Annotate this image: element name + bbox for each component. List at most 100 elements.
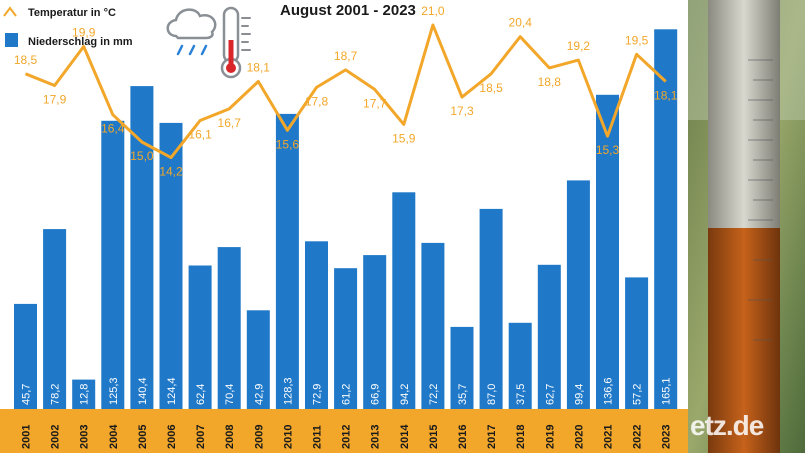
temperature-label-2022: 19,5	[625, 33, 649, 47]
bar-value-label-2009: 42,9	[253, 384, 265, 405]
bar-2008	[217, 247, 241, 409]
bar-value-label-2021: 136,6	[603, 377, 615, 405]
year-label-2017: 2017	[486, 425, 498, 449]
bar-2017	[479, 208, 503, 409]
bar-2002	[43, 229, 67, 409]
bar-value-label-2017: 87,0	[486, 384, 498, 405]
bar-value-label-2023: 165,1	[661, 377, 673, 405]
year-label-2012: 2012	[341, 425, 353, 449]
temperature-label-2008: 16,7	[218, 116, 242, 130]
year-label-2020: 2020	[573, 425, 585, 449]
year-label-2023: 2023	[661, 425, 673, 449]
bar-value-label-2020: 99,4	[573, 384, 585, 405]
bar-2019	[537, 264, 561, 409]
year-label-2022: 2022	[632, 425, 644, 449]
temperature-label-2019: 18,8	[538, 75, 562, 89]
bar-2005	[130, 86, 154, 409]
bar-2013	[363, 255, 387, 409]
bars-group	[14, 29, 678, 410]
temperature-label-2005: 15,0	[130, 149, 154, 163]
temperature-label-2006: 14,2	[159, 165, 183, 179]
bar-value-label-2012: 61,2	[341, 384, 353, 405]
year-label-2004: 2004	[108, 424, 120, 449]
temperature-label-2001: 18,5	[14, 53, 38, 67]
year-label-2006: 2006	[166, 425, 178, 449]
bar-value-label-2002: 78,2	[50, 384, 62, 405]
year-label-2009: 2009	[253, 425, 265, 449]
year-label-2005: 2005	[137, 425, 149, 449]
temperature-label-2010: 15,6	[276, 137, 300, 151]
legend-precipitation-swatch	[5, 33, 18, 47]
bar-2015	[421, 242, 445, 409]
legend-temperature-label: Temperatur in °C	[28, 7, 116, 19]
temperature-label-2011: 17,8	[305, 94, 329, 108]
year-label-2013: 2013	[370, 425, 382, 449]
temperature-label-2023: 18,1	[654, 89, 678, 103]
temperature-label-2002: 17,9	[43, 93, 67, 107]
bar-2007	[188, 265, 212, 409]
legend: Temperatur in °C Niederschlag in mm	[3, 6, 133, 48]
year-label-2008: 2008	[224, 425, 236, 449]
bar-value-label-2006: 124,4	[166, 377, 178, 405]
temperature-label-2003: 19,9	[72, 26, 96, 40]
year-label-2001: 2001	[21, 425, 33, 449]
weather-cloud-rain-icon	[166, 8, 217, 56]
bar-value-label-2016: 35,7	[457, 384, 469, 405]
legend-temperature-swatch	[3, 6, 17, 17]
watermark: etz.de	[690, 410, 764, 441]
bar-2022	[625, 277, 649, 409]
bar-value-label-2007: 62,4	[195, 384, 207, 405]
year-label-2014: 2014	[399, 424, 411, 449]
year-label-2010: 2010	[282, 425, 294, 449]
bar-value-label-2018: 37,5	[515, 384, 527, 405]
temperature-label-2018: 20,4	[509, 16, 533, 30]
bar-2003	[72, 379, 96, 409]
temperature-label-2017: 18,5	[479, 81, 503, 95]
year-label-2011: 2011	[312, 425, 324, 449]
bar-2014	[392, 192, 416, 409]
bar-value-label-2008: 70,4	[224, 384, 236, 405]
chart-title: August 2001 - 2023	[280, 2, 416, 19]
bar-value-label-2011: 72,9	[312, 384, 324, 405]
bar-value-label-2010: 128,3	[282, 377, 294, 405]
rain-gauge-photo	[688, 0, 805, 453]
year-label-2003: 2003	[79, 425, 91, 449]
bar-value-label-2022: 57,2	[632, 384, 644, 405]
bar-2010	[275, 113, 299, 410]
bar-2001	[14, 303, 37, 409]
bar-value-label-2005: 140,4	[137, 377, 149, 405]
bar-value-label-2004: 125,3	[108, 377, 120, 405]
bar-value-label-2001: 45,7	[21, 384, 33, 405]
year-label-2016: 2016	[457, 425, 469, 449]
year-label-2021: 2021	[603, 425, 615, 449]
bar-2011	[305, 241, 328, 409]
bar-2023	[654, 29, 678, 410]
temperature-label-2004: 16,4	[101, 122, 125, 136]
temperature-label-2015: 21,0	[421, 4, 445, 18]
temperature-label-2016: 17,3	[450, 104, 474, 118]
bar-value-label-2003: 12,8	[79, 384, 91, 405]
temperature-label-2009: 18,1	[247, 61, 271, 75]
year-label-2015: 2015	[428, 425, 440, 449]
bar-labels-group: 45,7 78,2 12,8 125,3 140,4 124,4 62,4 70,4 42,9 1…	[21, 377, 673, 405]
bar-2020	[566, 180, 590, 409]
bar-value-label-2014: 94,2	[399, 384, 411, 405]
year-label-2019: 2019	[544, 425, 556, 449]
year-axis-band	[0, 409, 688, 453]
temperature-label-2021: 15,3	[596, 143, 620, 157]
temperature-label-2014: 15,9	[392, 131, 416, 145]
temperature-label-2013: 17,7	[363, 96, 387, 110]
chart-canvas: Temperatur in °C Niederschlag in mm Augu…	[0, 2, 688, 453]
bar-2016	[450, 326, 474, 409]
bar-2012	[334, 268, 358, 409]
temperature-label-2012: 18,7	[334, 49, 358, 63]
temperature-label-2007: 16,1	[188, 128, 212, 142]
year-label-2007: 2007	[195, 425, 207, 449]
thermometer-icon	[220, 6, 251, 79]
year-label-2002: 2002	[50, 425, 62, 449]
bar-2018	[508, 322, 532, 410]
year-label-2018: 2018	[515, 425, 527, 449]
bar-value-label-2015: 72,2	[428, 384, 440, 405]
legend-precipitation-label: Niederschlag in mm	[28, 36, 133, 48]
